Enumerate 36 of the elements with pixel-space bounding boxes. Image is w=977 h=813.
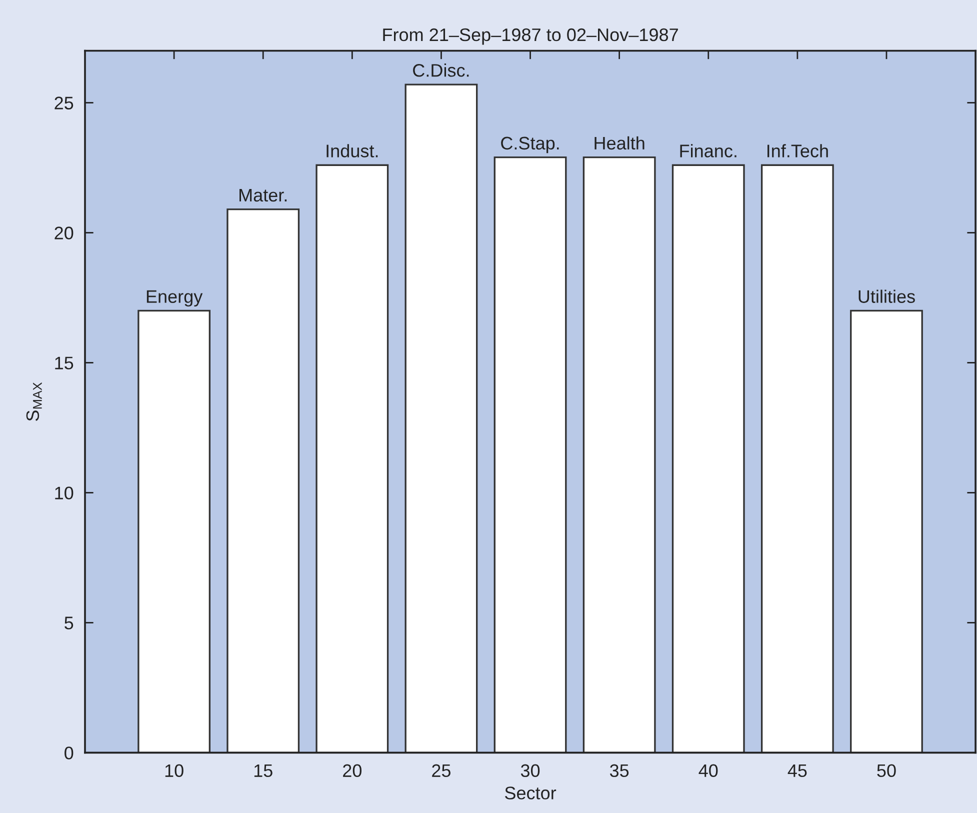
x-tick-label: 35 bbox=[610, 764, 629, 778]
bar bbox=[316, 164, 389, 753]
x-tick-label: 25 bbox=[432, 764, 450, 778]
x-axis-title: Sector bbox=[504, 786, 556, 800]
x-tick-label: 10 bbox=[165, 764, 184, 778]
annotation: Utilities bbox=[858, 290, 915, 303]
y-tick-label: 20 bbox=[54, 226, 74, 240]
y-tick-label: 15 bbox=[55, 356, 74, 370]
bar bbox=[226, 208, 300, 753]
annotation: C.Stap. bbox=[501, 136, 559, 154]
x-tick-label: 30 bbox=[520, 764, 540, 778]
bar bbox=[138, 310, 211, 753]
y-tick-label: 0 bbox=[64, 746, 74, 760]
annotation: Energy bbox=[146, 290, 203, 307]
x-tick-label: 20 bbox=[343, 764, 362, 778]
y-tick-label: 10 bbox=[55, 486, 74, 500]
bar bbox=[494, 156, 567, 753]
y-tick-label: 25 bbox=[54, 96, 74, 110]
bar bbox=[404, 84, 478, 753]
x-tick-label: 15 bbox=[254, 764, 272, 778]
y-axis-title: S$_{MAX}$ bbox=[26, 382, 42, 421]
x-tick-label: 45 bbox=[788, 764, 807, 778]
y-tick-label: 5 bbox=[64, 616, 74, 630]
chart-title: From 21–Sep–1987 to 02–Nov–1987 bbox=[383, 28, 678, 45]
annotation: Inf.Tech bbox=[767, 144, 828, 158]
annotation: Indust. bbox=[326, 144, 378, 158]
bar bbox=[582, 156, 656, 753]
x-tick-label: 50 bbox=[877, 764, 896, 778]
annotation: C.Disc. bbox=[413, 64, 469, 77]
x-tick-label: 40 bbox=[698, 764, 718, 778]
annotation: Financ. bbox=[680, 144, 736, 158]
bar bbox=[672, 164, 745, 753]
annotation: Mater. bbox=[240, 188, 287, 202]
bar bbox=[850, 310, 923, 753]
annotation: Health bbox=[594, 136, 644, 150]
bar bbox=[760, 164, 834, 753]
